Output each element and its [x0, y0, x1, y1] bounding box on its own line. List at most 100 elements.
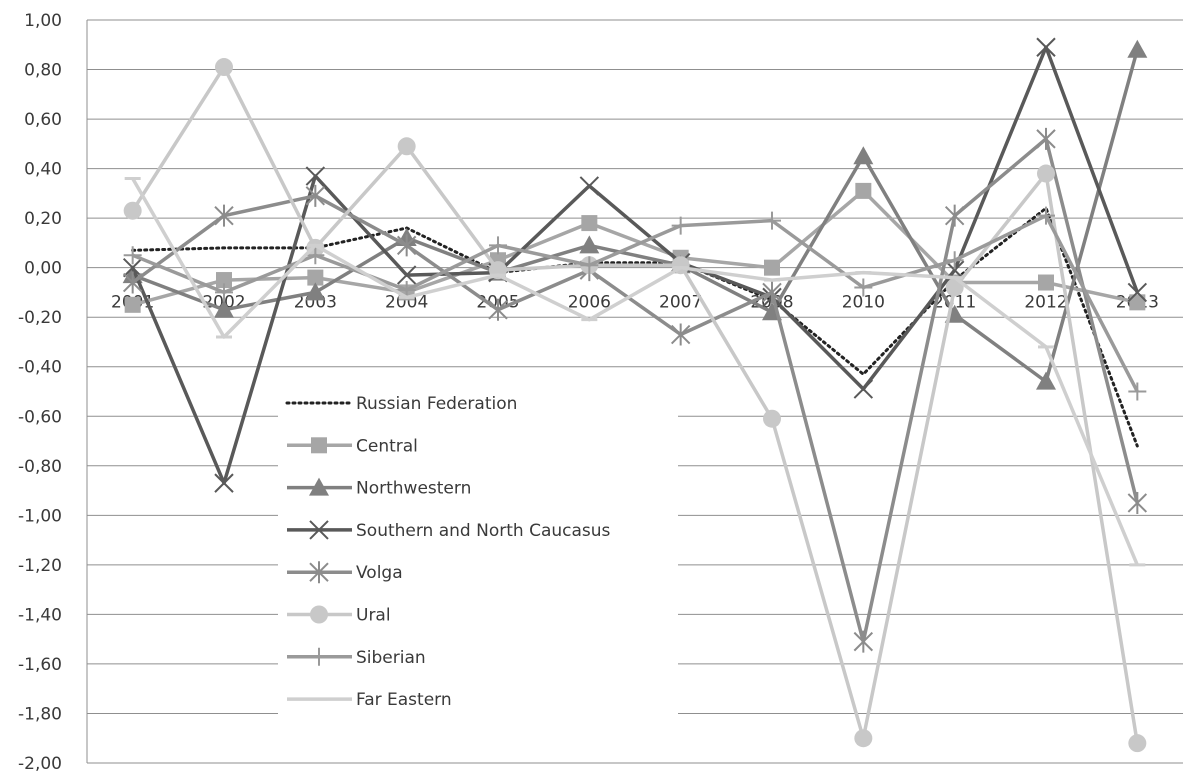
data-point-marker [855, 182, 872, 199]
data-point-marker [763, 409, 781, 428]
data-point-marker [1128, 382, 1147, 401]
series-5 [123, 58, 1147, 753]
series-line [132, 189, 1138, 307]
y-axis-tick-labels: 1,00 0,80 0,60 0,40 0,20 0,00 -0,20 -0,40 -0,60 -… [18, 11, 62, 774]
legend-label: Southern and North Caucasus [356, 521, 611, 541]
y-tick-label: 1,00 [24, 11, 62, 31]
data-point-marker [305, 282, 326, 301]
series-line [131, 45, 1139, 485]
legend-item: Far Eastern [287, 690, 452, 710]
data-point-marker [764, 259, 780, 276]
data-point-marker [122, 257, 143, 278]
y-tick-label: -1,80 [18, 704, 62, 724]
data-point-marker [579, 176, 600, 196]
y-tick-label: 0,80 [24, 61, 62, 81]
data-point-marker [1127, 282, 1148, 303]
data-point-marker [1036, 127, 1056, 150]
data-point-marker [305, 184, 326, 207]
y-tick-label: -0,40 [18, 358, 62, 378]
data-point-marker [214, 473, 234, 493]
series-line [131, 206, 1139, 448]
data-point-marker [1036, 37, 1056, 57]
data-point-marker [1127, 491, 1148, 514]
data-point-marker [305, 166, 326, 186]
data-point-marker [853, 379, 874, 399]
y-tick-label: 0,60 [24, 110, 62, 130]
legend-label: Far Eastern [356, 690, 452, 710]
x-tick-label: 2010 [842, 293, 885, 313]
data-point-marker [945, 251, 964, 270]
data-point-marker [309, 561, 329, 584]
data-point-marker [489, 236, 507, 255]
data-point-marker [309, 520, 329, 540]
data-point-marker [396, 265, 417, 285]
y-tick-label: -1,40 [18, 605, 62, 625]
legend-background [278, 386, 678, 716]
data-point-marker [944, 204, 965, 227]
data-point-marker [670, 323, 691, 346]
data-point-marker [396, 234, 417, 257]
data-point-marker [1037, 164, 1055, 183]
data-point-marker [854, 729, 873, 748]
data-point-marker [123, 201, 142, 220]
data-point-marker [762, 281, 782, 304]
legend-item: Russian Federation [285, 394, 517, 414]
data-point-marker [216, 272, 232, 289]
y-tick-label: -1,00 [18, 506, 62, 526]
data-point-marker [580, 256, 599, 275]
x-tick-label: 2003 [294, 293, 337, 313]
y-tick-label: 0,20 [24, 209, 62, 229]
series-4 [122, 127, 1148, 653]
data-point-marker [1036, 371, 1056, 390]
data-point-marker [214, 299, 234, 318]
y-tick-label: -2,00 [18, 754, 62, 774]
data-point-marker [1037, 206, 1055, 225]
legend: Russian Federation Central Northwestern Sou… [278, 386, 678, 716]
data-point-marker [853, 146, 874, 165]
data-point-marker [214, 204, 234, 227]
data-point-marker [122, 271, 143, 294]
data-point-marker [854, 278, 873, 297]
series-7 [124, 177, 1146, 567]
series-line [131, 177, 1139, 566]
data-point-marker [1128, 734, 1147, 753]
data-point-marker [581, 215, 598, 232]
data-point-marker [311, 437, 327, 454]
data-point-marker [853, 630, 874, 653]
series-3 [122, 37, 1148, 493]
data-point-marker [1127, 39, 1148, 58]
data-point-marker [215, 283, 233, 302]
data-point-marker [123, 246, 142, 265]
data-point-marker [309, 477, 329, 496]
y-tick-label: 0,40 [24, 160, 62, 180]
data-point-marker [397, 137, 416, 156]
x-tick-label: 2007 [659, 293, 702, 313]
x-tick-label: 2006 [568, 293, 611, 313]
legend-item: Siberian [287, 648, 426, 668]
y-tick-label: -0,80 [18, 457, 62, 477]
series-line [131, 65, 1140, 744]
data-point-marker [1038, 274, 1054, 291]
legend-item: Volga [287, 561, 403, 583]
legend-label: Volga [356, 563, 403, 583]
data-point-marker [310, 605, 328, 624]
x-tick-label: 2004 [385, 293, 428, 313]
legend-label: Central [356, 436, 418, 456]
data-point-marker [488, 298, 508, 321]
data-point-marker [307, 269, 324, 286]
legend-label: Ural [356, 606, 391, 626]
series-2 [122, 39, 1148, 390]
y-tick-label: -1,20 [18, 556, 62, 576]
data-point-marker [306, 246, 325, 265]
series-0 [131, 206, 1139, 448]
legend-label: Russian Federation [356, 394, 517, 414]
data-point-marker [124, 296, 141, 313]
data-point-marker [215, 58, 233, 77]
data-point-marker [310, 647, 328, 666]
y-tick-label: -1,60 [18, 655, 62, 675]
legend-item: Ural [287, 605, 391, 626]
y-tick-label: 0,00 [24, 259, 62, 279]
legend-item: Central [287, 436, 418, 456]
data-point-marker [763, 211, 781, 230]
